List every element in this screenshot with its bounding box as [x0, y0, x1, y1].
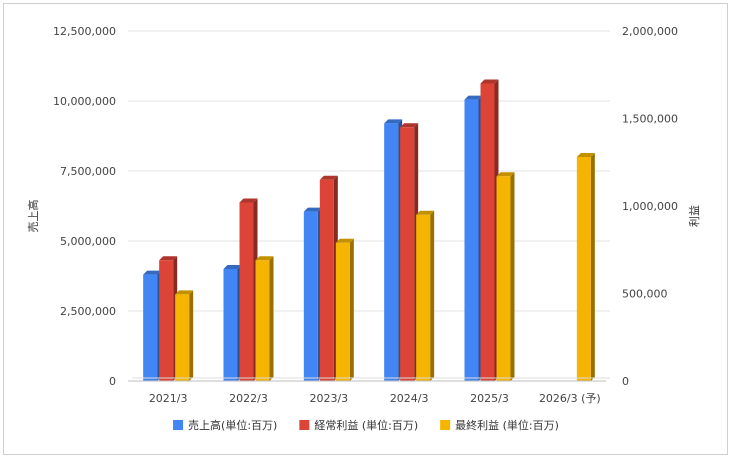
x-tick-label: 2025/3 — [470, 392, 509, 405]
right-tick-label: 2,000,000 — [622, 25, 678, 38]
bar — [384, 119, 403, 382]
legend: 売上高(単位:百万) 経常利益 (単位:百万) 最終利益 (単位:百万) — [173, 418, 559, 432]
bar — [159, 256, 178, 381]
x-tick-label: 2024/3 — [390, 392, 429, 405]
bar — [303, 207, 322, 381]
bars — [143, 79, 595, 382]
right-axis-ticks: 0 500,000 1,000,000 1,500,000 2,000,000 — [622, 25, 678, 388]
baseline — [128, 377, 610, 382]
left-tick-label: 2,500,000 — [60, 305, 116, 318]
bar — [319, 175, 338, 381]
right-tick-label: 1,500,000 — [622, 113, 678, 126]
right-tick-label: 1,000,000 — [622, 200, 678, 213]
left-axis-ticks: 0 2,500,000 5,000,000 7,500,000 10,000,000 12… — [53, 25, 116, 388]
legend-swatch — [173, 420, 184, 430]
left-axis-title: 売上高 — [26, 200, 40, 233]
bar — [496, 172, 515, 381]
x-tick-label: 2021/3 — [149, 392, 188, 405]
legend-swatch — [440, 420, 451, 430]
legend-item: 売上高(単位:百万) — [173, 418, 277, 432]
legend-label: 売上高(単位:百万) — [188, 418, 277, 432]
left-tick-label: 0 — [109, 375, 116, 388]
bar — [464, 95, 483, 381]
legend-item: 経常利益 (単位:百万) — [299, 418, 418, 432]
chart-frame — [3, 3, 728, 455]
right-tick-label: 0 — [622, 375, 629, 388]
x-tick-label: 2023/3 — [309, 392, 348, 405]
bar — [400, 123, 419, 381]
bar — [576, 153, 595, 381]
legend-label: 経常利益 (単位:百万) — [314, 418, 418, 432]
legend-label: 最終利益 (単位:百万) — [455, 418, 559, 432]
legend-swatch — [299, 420, 310, 430]
left-tick-label: 7,500,000 — [60, 165, 116, 178]
bar — [255, 256, 274, 381]
bar — [143, 270, 162, 381]
legend-item: 最終利益 (単位:百万) — [440, 418, 559, 432]
bar — [335, 238, 354, 381]
right-axis-title: 利益 — [687, 205, 701, 227]
bar — [175, 290, 194, 381]
right-tick-label: 500,000 — [622, 288, 668, 301]
left-tick-label: 5,000,000 — [60, 235, 116, 248]
bar — [223, 265, 242, 381]
bar — [480, 79, 499, 381]
left-tick-label: 10,000,000 — [53, 95, 116, 108]
left-tick-label: 12,500,000 — [53, 25, 116, 38]
gridlines — [128, 30, 610, 312]
bar — [239, 198, 258, 381]
x-tick-label: 2022/3 — [229, 392, 268, 405]
x-axis-ticks: 2021/3 2022/3 2023/3 2024/3 2025/3 2026/3 (予) — [149, 392, 601, 405]
x-tick-label: 2026/3 (予) — [539, 392, 601, 405]
bar — [416, 210, 435, 381]
